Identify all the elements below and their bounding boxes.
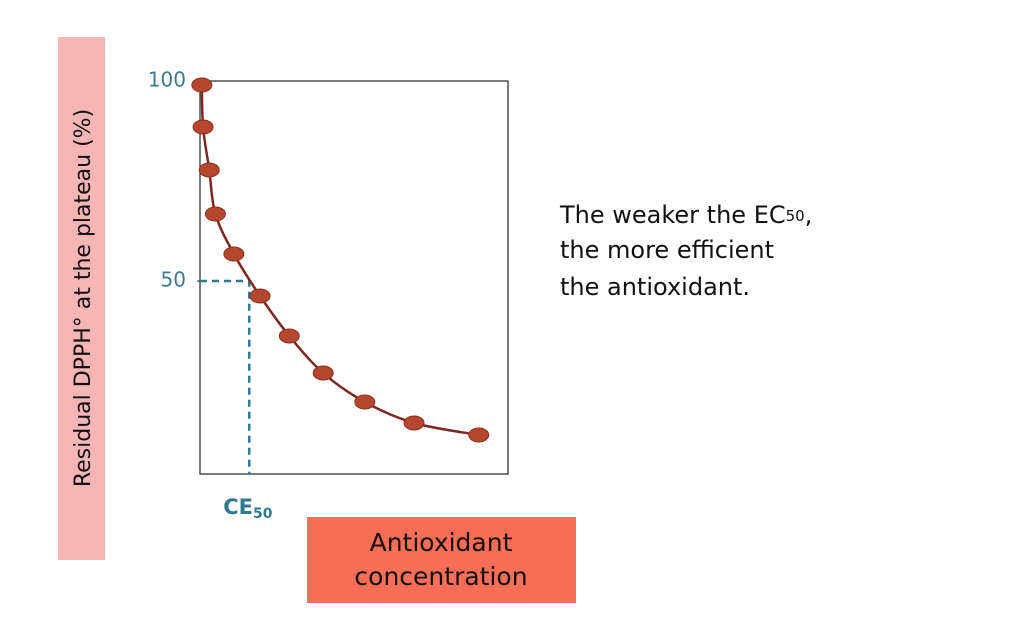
data-point: [191, 77, 213, 93]
ec50-label-sub: 50: [253, 506, 273, 522]
fit-curve: [200, 84, 479, 437]
y-label-box: [58, 37, 105, 560]
data-point: [249, 288, 271, 304]
note-line: The weaker the EC50,: [559, 201, 812, 229]
data-point: [354, 394, 376, 410]
ec50-guide: [200, 279, 251, 474]
plot-frame: [199, 80, 509, 475]
x-label-line: Antioxidant: [370, 528, 513, 557]
note-line: the antioxidant.: [560, 273, 750, 301]
y-tick-label: 50: [161, 268, 186, 292]
x-axis-label: Antioxidant concentration: [354, 528, 527, 591]
data-point: [204, 206, 226, 222]
data-point: [198, 162, 220, 178]
ec50-label: CE50: [223, 495, 273, 522]
note-line: the more efficient: [560, 236, 774, 264]
y-tick-label: 100: [148, 68, 186, 92]
ec50-label-text: CE: [223, 495, 253, 519]
x-label-box: [307, 517, 576, 603]
data-point: [403, 415, 425, 431]
y-axis-label: Residual DPPH° at the plateau (%): [71, 109, 96, 487]
data-point: [312, 365, 334, 381]
data-point: [468, 427, 490, 443]
data-point: [223, 246, 245, 262]
x-label-line: concentration: [354, 562, 527, 591]
data-point: [192, 119, 214, 135]
data-point: [278, 328, 300, 344]
